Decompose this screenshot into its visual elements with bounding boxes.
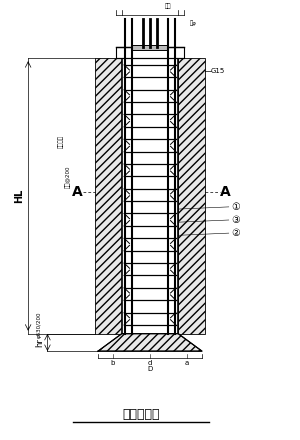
- Text: ③: ③: [232, 215, 241, 225]
- Text: A: A: [220, 185, 231, 198]
- Text: b: b: [111, 360, 115, 366]
- Text: D: D: [147, 366, 153, 372]
- Text: ①: ①: [232, 202, 241, 212]
- Text: ②: ②: [232, 228, 241, 238]
- Bar: [132, 45, 168, 50]
- Bar: [116, 47, 184, 58]
- Text: hr: hr: [35, 338, 44, 347]
- Text: 预φ: 预φ: [190, 20, 197, 26]
- Text: 纵筋放标: 纵筋放标: [58, 135, 64, 148]
- Text: a: a: [185, 360, 189, 366]
- Text: HL: HL: [14, 189, 24, 203]
- Bar: [178, 58, 205, 334]
- Bar: [122, 58, 178, 334]
- Text: d: d: [148, 360, 152, 366]
- Bar: [95, 58, 122, 334]
- Polygon shape: [98, 334, 202, 351]
- Text: 预应: 预应: [165, 4, 171, 9]
- Text: A: A: [72, 185, 83, 198]
- Text: 箍筋@200: 箍筋@200: [65, 165, 71, 187]
- Text: G15: G15: [211, 68, 225, 74]
- Text: 桩配筋大样: 桩配筋大样: [122, 408, 160, 421]
- Text: φ630/200: φ630/200: [37, 312, 41, 338]
